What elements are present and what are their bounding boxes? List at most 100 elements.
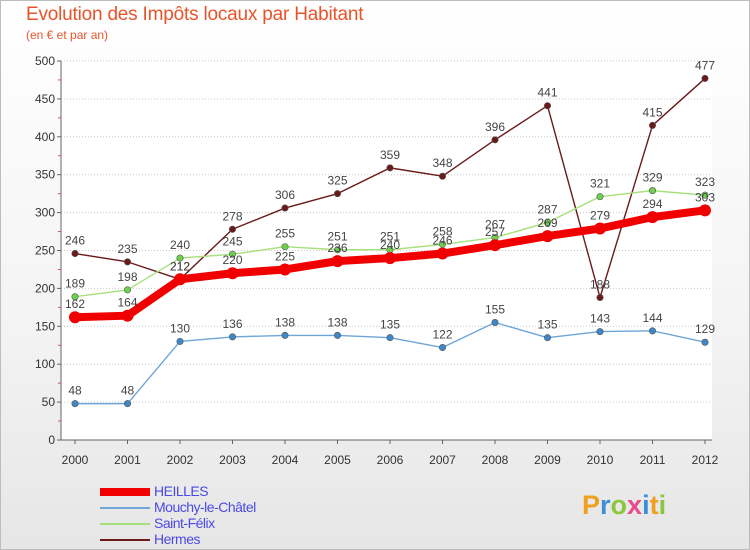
data-point [701,191,709,199]
data-point [333,331,341,339]
x-tick-label: 2001 [114,453,141,467]
data-label: 323 [695,175,715,189]
data-label: 306 [275,188,295,202]
data-point [648,327,656,335]
x-tick-label: 2002 [167,453,194,467]
data-point [279,263,291,276]
data-point [648,121,656,129]
data-point [491,319,499,327]
data-point [543,218,551,226]
data-point [596,293,604,301]
data-label: 257 [485,225,505,239]
y-tick-label: 150 [35,319,55,333]
data-point [438,172,446,180]
x-tick-label: 2006 [377,453,404,467]
data-label: 212 [170,259,190,273]
data-point [384,252,396,265]
logo-letter: o [610,490,628,520]
data-label: 129 [695,322,715,336]
data-label: 325 [327,174,347,188]
y-tick-label: 50 [42,395,56,409]
data-label: 415 [642,105,662,119]
legend-label: Hermes [154,531,201,547]
legend-label: Saint-Félix [154,515,215,531]
data-point [438,344,446,352]
data-label: 279 [590,209,610,223]
chart-title: Evolution des Impôts locaux par Habitant [26,4,364,25]
data-point [646,211,659,224]
data-point [174,273,186,286]
x-tick-label: 2010 [587,453,614,467]
data-label: 164 [117,296,137,310]
data-point [386,164,394,172]
data-point [281,243,289,251]
data-point [121,309,134,322]
data-label: 162 [65,297,85,311]
data-point [543,102,551,110]
data-label: 269 [537,216,557,230]
data-label: 477 [695,58,715,72]
data-point [226,267,239,280]
data-label: 441 [537,86,557,100]
data-point [69,311,81,324]
x-tick-label: 2005 [324,453,351,467]
data-label: 278 [222,209,242,223]
logo-letter: t [649,490,659,520]
data-label: 138 [275,315,295,329]
data-label: 138 [327,315,347,329]
y-tick-label: 200 [35,281,55,295]
data-label: 246 [65,234,85,248]
legend-label: Mouchy-le-Châtel [154,499,256,515]
legend-swatch [100,539,150,541]
y-tick-label: 250 [35,244,55,258]
y-tick-label: 0 [48,433,55,447]
chart-legend: HEILLES Mouchy-le-Châtel Saint-Félix Hermes [100,483,360,548]
data-label: 122 [432,328,452,342]
data-point [701,338,709,346]
data-point [229,333,237,341]
data-point [229,225,237,233]
data-point [331,255,344,268]
data-label: 267 [485,218,505,232]
y-tick-label: 400 [35,130,55,144]
data-label: 144 [642,311,662,325]
legend-item: HEILLES [100,483,360,500]
legend-item: Mouchy-le-Châtel [100,499,360,516]
data-label: 255 [275,227,295,241]
data-label: 396 [485,120,505,134]
data-label: 321 [590,177,610,191]
data-point [596,328,604,336]
data-point [596,193,604,201]
data-point [491,136,499,144]
data-point [699,204,711,217]
data-label: 220 [222,253,242,267]
data-label: 155 [485,303,505,317]
data-label: 329 [642,171,662,185]
data-point [71,400,79,408]
x-tick-label: 2009 [534,453,561,467]
data-point [436,247,449,260]
data-point [333,190,341,198]
legend-item: Saint-Félix [100,515,360,532]
legend-swatch [100,523,150,525]
data-label: 48 [121,384,135,398]
data-label: 294 [642,197,662,211]
legend-swatch [100,488,150,496]
data-label: 189 [65,277,85,291]
data-label: 246 [432,234,452,248]
x-tick-label: 2012 [692,453,719,467]
data-point [124,400,132,408]
data-label: 198 [117,270,137,284]
x-tick-label: 2004 [272,453,299,467]
data-point [124,286,132,294]
data-label: 240 [170,238,190,252]
logo-letter: P [582,490,601,520]
data-point [543,334,551,342]
y-tick-label: 350 [35,168,55,182]
data-label: 303 [695,190,715,204]
legend-swatch [100,507,150,509]
data-point [71,250,79,258]
data-label: 359 [380,148,400,162]
data-label: 258 [432,224,452,238]
